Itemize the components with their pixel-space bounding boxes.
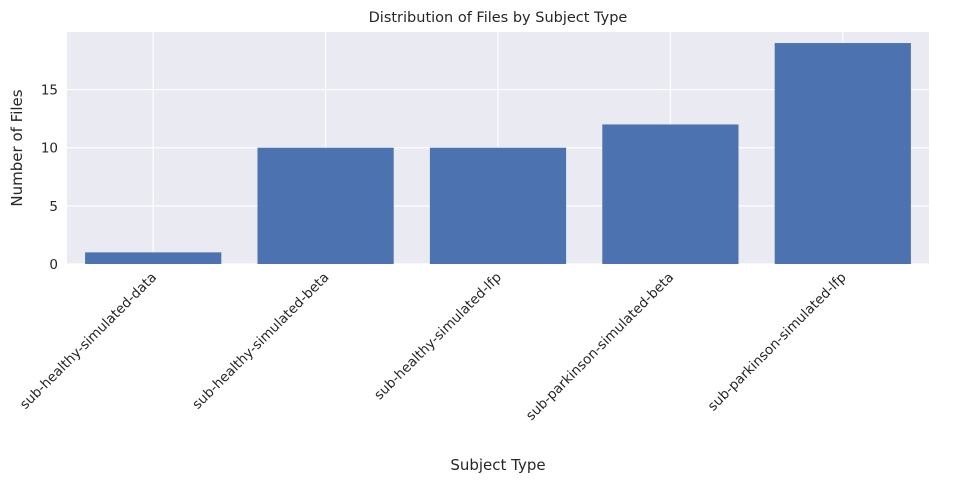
- y-tick-label: 15: [41, 83, 58, 99]
- y-tick-labels: 0 5 10 15: [41, 83, 58, 273]
- bar-sub-parkinson-simulated-beta: [602, 124, 739, 264]
- y-tick-label: 10: [41, 141, 58, 157]
- chart-title: Distribution of Files by Subject Type: [369, 10, 628, 26]
- x-tick-label: sub-parkinson-simulated-lfp: [705, 270, 850, 415]
- bar-sub-healthy-simulated-data: [85, 252, 222, 264]
- bars: [85, 43, 911, 264]
- x-tick-label: sub-healthy-simulated-data: [17, 270, 160, 413]
- y-tick-label: 0: [49, 257, 58, 273]
- x-axis-label: Subject Type: [450, 456, 545, 474]
- x-tick-labels: sub-healthy-simulated-data sub-healthy-si…: [17, 270, 850, 424]
- x-tick-label: sub-parkinson-simulated-beta: [523, 270, 677, 424]
- y-tick-label: 5: [49, 199, 58, 215]
- bar-sub-healthy-simulated-lfp: [429, 147, 567, 264]
- y-axis-label: Number of Files: [8, 89, 26, 206]
- x-tick-label: sub-healthy-simulated-lfp: [371, 270, 505, 404]
- x-tick-label: sub-healthy-simulated-beta: [189, 270, 332, 413]
- bar-sub-parkinson-simulated-lfp: [774, 43, 911, 264]
- bar-sub-healthy-simulated-beta: [257, 147, 394, 264]
